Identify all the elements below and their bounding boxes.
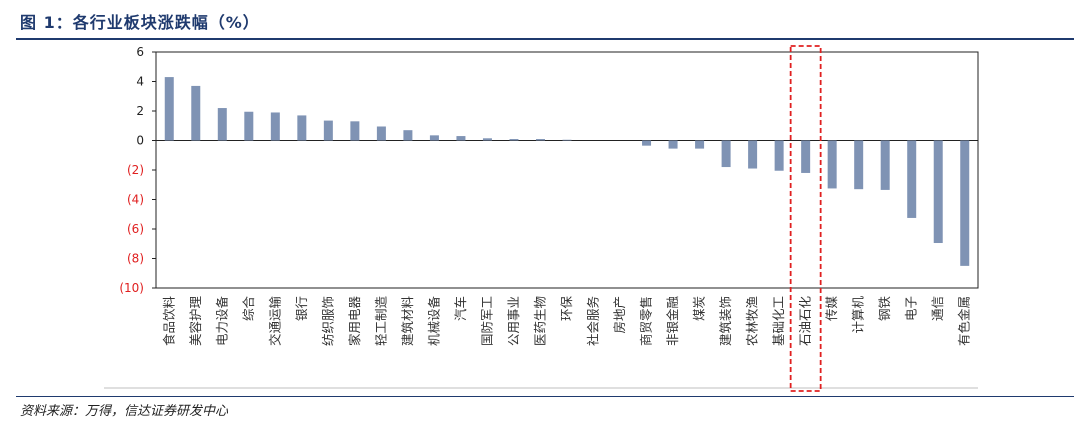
chart-title: 图 1：各行业板块涨跌幅（%） [20,13,260,32]
x-tick-label: 环保 [559,296,574,322]
x-tick-label: 电力设备 [214,296,229,347]
x-tick-label: 银行 [294,296,309,321]
x-tick-label: 煤炭 [692,296,707,321]
bar-食品饮料 [164,77,174,141]
x-tick-label: 房地产 [612,296,627,334]
bar-商贸零售 [642,140,652,146]
bar-机械设备 [429,135,439,141]
x-tick-label: 计算机 [851,296,866,334]
x-tick-label: 医药生物 [532,296,547,346]
x-tick-label: 轻工制造 [373,296,388,347]
bar-基础化工 [774,140,784,171]
y-tick-label: (6) [127,222,144,236]
y-tick-label: (8) [127,252,144,266]
x-tick-label: 家用电器 [347,296,362,347]
bar-美容护理 [191,85,201,141]
bar-煤炭 [695,140,705,149]
bar-银行 [297,115,307,141]
x-tick-label: 汽车 [453,296,468,321]
x-tick-label: 有色金属 [957,296,972,346]
bar-农林牧渔 [748,140,758,169]
bar-交通运输 [270,112,280,141]
x-tick-label: 社会服务 [586,296,601,346]
bar-有色金属 [960,140,970,266]
bar-纺织服饰 [323,120,333,141]
x-tick-label: 国防军工 [479,296,494,346]
y-tick-label: 6 [136,45,144,59]
bar-公用事业 [509,139,519,141]
bar-环保 [562,139,572,141]
x-tick-label: 公用事业 [506,296,521,346]
bar-通信 [933,140,943,244]
y-tick-label: (10) [119,281,144,295]
y-tick-label: (4) [127,193,144,207]
source-note: 资料来源：万得，信达证券研发中心 [20,404,229,419]
x-tick-label: 建筑材料 [400,296,415,347]
x-tick-label: 传媒 [824,296,839,322]
bar-电子 [907,140,917,218]
x-tick-label: 基础化工 [771,296,786,346]
bar-医药生物 [535,139,545,141]
x-tick-label: 石油石化 [798,296,813,347]
y-tick-label: (2) [127,163,144,177]
bar-汽车 [456,136,466,141]
y-tick-label: 2 [136,104,144,118]
bar-非银金融 [668,140,678,149]
x-tick-label: 非银金融 [665,296,680,347]
y-tick-label: 0 [136,134,144,148]
bar-计算机 [854,140,864,190]
bottom-rule [16,396,1074,397]
x-tick-label: 电子 [904,296,919,321]
x-tick-label: 食品饮料 [161,296,176,347]
x-tick-label: 商贸零售 [639,296,654,346]
highlight-box [789,45,822,392]
x-tick-label: 钢铁 [877,296,892,322]
x-tick-label: 美容护理 [188,296,203,347]
bar-石油石化 [801,140,811,173]
bar-家用电器 [350,121,360,141]
bar-建筑装饰 [721,140,731,168]
bar-chart: 6 4 2 0 (2) (4) (6) (8) (10) 食品饮料 美容护理 电力设备 综合 交通运输银… [104,45,979,392]
top-rule [16,38,1074,40]
bar-钢铁 [880,140,890,190]
bar-综合 [244,111,254,141]
bar-传媒 [827,140,837,189]
x-tick-label: 通信 [930,296,945,321]
x-tick-label: 交通运输 [267,296,282,347]
x-tick-label: 机械设备 [426,296,441,347]
x-tick-label: 综合 [241,296,256,322]
bar-建筑材料 [403,130,413,141]
x-tick-label: 建筑装饰 [718,296,733,346]
y-tick-label: 4 [136,75,144,89]
bar-轻工制造 [376,126,386,141]
x-tick-label: 农林牧渔 [745,296,760,346]
bar-电力设备 [217,108,227,141]
bar-国防军工 [482,138,492,141]
x-tick-label: 纺织服饰 [320,296,335,346]
